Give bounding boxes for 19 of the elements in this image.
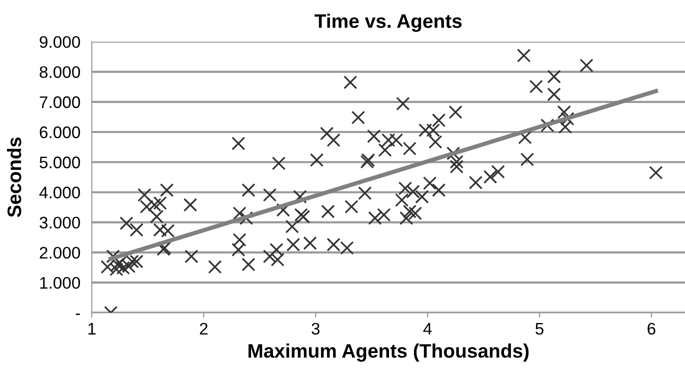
x-tick-label: 2	[200, 322, 208, 334]
y-tick-label: 2.000	[40, 246, 80, 259]
y-tick-label: 7.000	[40, 96, 80, 108]
y-tick-label: 5.000	[40, 156, 80, 168]
chart-title: Time vs. Agents	[314, 14, 462, 32]
x-tick-label: 6	[648, 322, 656, 335]
y-tick-label: -	[76, 314, 80, 315]
y-tick-label: 6.000	[40, 126, 80, 138]
y-tick-label: 8.000	[40, 66, 80, 78]
x-tick-label: 3	[312, 322, 320, 335]
y-tick-label: 4.000	[39, 186, 80, 198]
y-tick-label: 3.000	[40, 216, 80, 229]
y-axis-title: Seconds	[6, 137, 22, 218]
x-tick-label: 1	[88, 323, 96, 334]
y-tick-label: 9.000	[40, 36, 80, 48]
x-tick-label: 5	[536, 323, 544, 335]
y-tick-label: 1.000	[40, 276, 80, 289]
x-axis-title: Maximum Agents (Thousands)	[248, 343, 529, 362]
x-tick-label: 4	[423, 323, 432, 334]
